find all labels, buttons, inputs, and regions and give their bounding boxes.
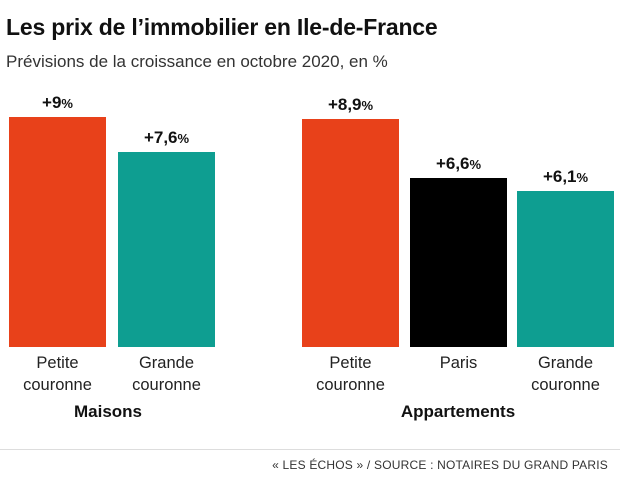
category-label-line: couronne [531, 376, 600, 394]
category-label-line: Grande [138, 354, 195, 372]
category-label-line: Grande [537, 354, 594, 372]
bar-maisons-0 [9, 116, 106, 347]
data-label-unit: % [469, 157, 482, 173]
category-label-line: Petite [36, 354, 79, 372]
category-label-line: couronne [23, 376, 92, 394]
data-label-unit: % [576, 169, 589, 185]
category-label-line: couronne [316, 376, 385, 394]
bar-appartements-0 [302, 119, 399, 347]
data-label-number: +7,6 [143, 128, 178, 148]
data-label: +8,9% [291, 95, 411, 115]
data-label-number: +9 [42, 92, 62, 112]
chart-subtitle: Prévisions de la croissance en octobre 2… [6, 52, 388, 71]
bar-appartements-1 [410, 178, 507, 347]
data-label-number: +6,6 [435, 154, 470, 174]
group-label-appartements: Appartements [400, 402, 516, 421]
category-label: Paris [394, 352, 524, 374]
footer-divider [0, 449, 620, 450]
category-label-line: couronne [132, 376, 201, 394]
data-label: +6,1% [506, 167, 620, 187]
data-label-number: +6,1 [542, 166, 577, 186]
category-label-line: Paris [439, 354, 478, 372]
chart-title: Les prix de l’immobilier en Ile-de-Franc… [6, 14, 438, 40]
bar-appartements-2 [517, 190, 614, 347]
data-label-unit: % [61, 95, 73, 111]
category-label: Grande couronne [501, 352, 620, 396]
category-label-line: Petite [329, 354, 372, 372]
category-label: Petite couronne [0, 352, 123, 396]
data-label: +7,6% [107, 128, 227, 148]
data-label-unit: % [177, 131, 190, 147]
category-label: Grande couronne [102, 352, 232, 396]
category-label: Petite couronne [286, 352, 416, 396]
data-label: +6,6% [399, 154, 519, 174]
data-label-unit: % [361, 98, 374, 114]
data-label-number: +8,9 [327, 95, 362, 115]
source-note: « LES ÉCHOS » / SOURCE : NOTAIRES DU GRA… [272, 458, 608, 472]
bar-maisons-1 [118, 152, 215, 347]
data-label: +9% [0, 93, 118, 113]
group-label-maisons: Maisons [73, 402, 143, 421]
